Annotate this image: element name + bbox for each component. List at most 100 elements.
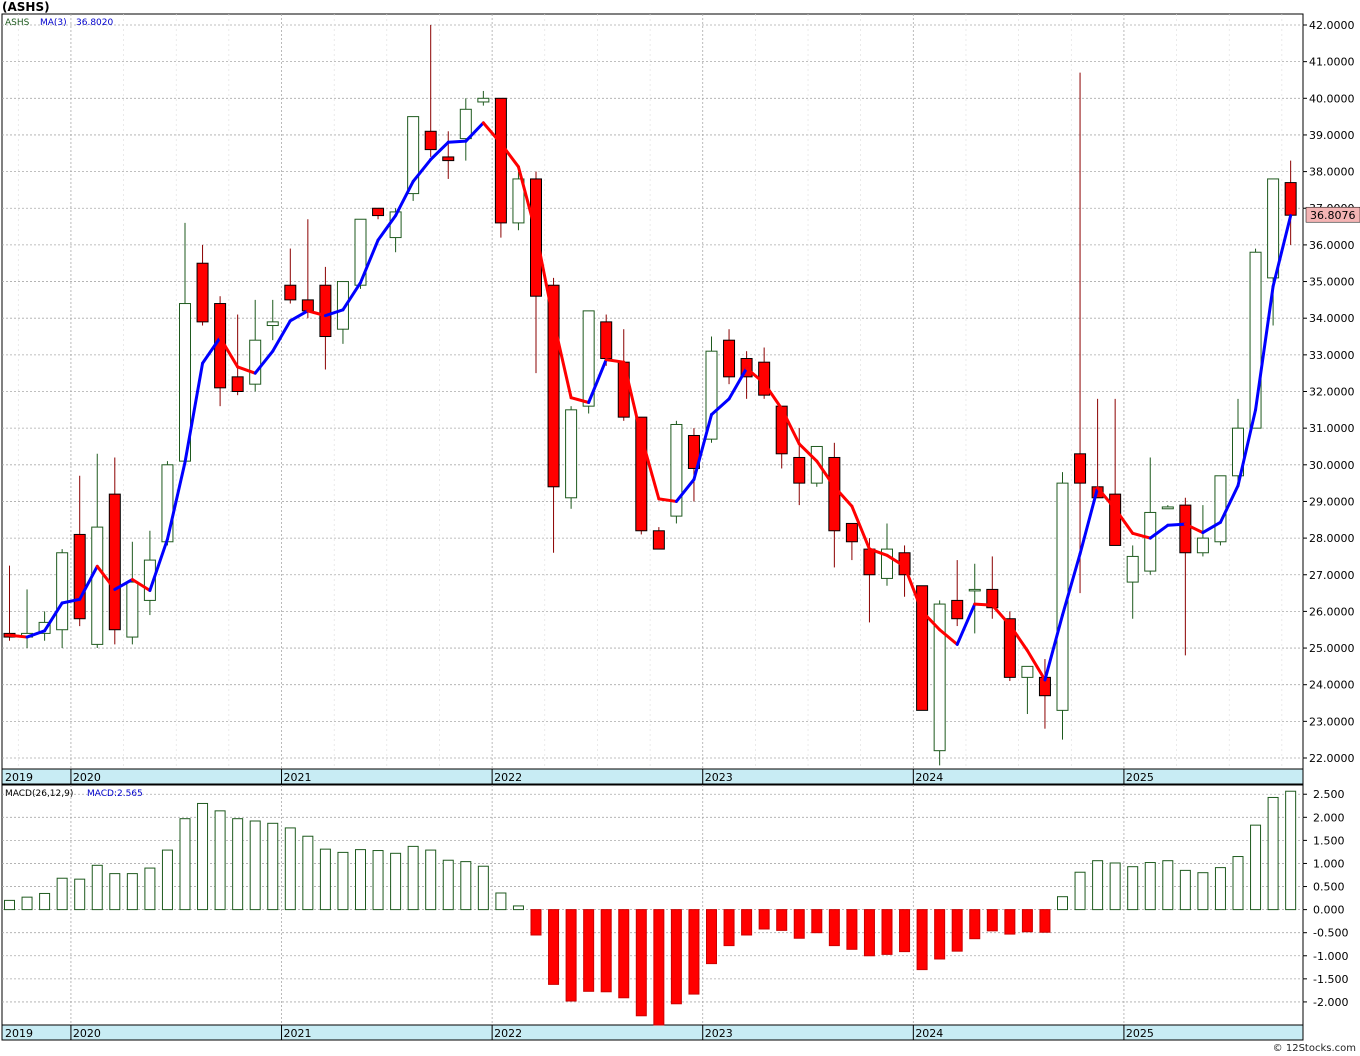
ma-segment bbox=[745, 366, 766, 385]
ma-segment bbox=[60, 597, 82, 605]
ma-segment bbox=[973, 602, 994, 607]
candle bbox=[1126, 545, 1139, 619]
macd-bar bbox=[477, 865, 489, 911]
price-tick-label: 32.0000 bbox=[1309, 386, 1355, 399]
candle bbox=[459, 98, 472, 161]
year-label: 2024 bbox=[915, 771, 943, 784]
macd-bar bbox=[337, 851, 349, 911]
ma-segment bbox=[1201, 520, 1222, 535]
year-label: 2021 bbox=[284, 1027, 312, 1040]
ma-segment bbox=[1166, 522, 1187, 527]
candle bbox=[372, 207, 385, 220]
macd-bar bbox=[723, 909, 735, 947]
macd-bar bbox=[1232, 856, 1244, 911]
year-label: 2019 bbox=[5, 771, 33, 784]
ma-segment bbox=[1008, 623, 1029, 653]
macd-bar bbox=[670, 909, 682, 1005]
ma-segment bbox=[1078, 486, 1100, 556]
price-tick-label: 22.0000 bbox=[1309, 752, 1355, 765]
candle bbox=[266, 299, 279, 341]
price-tick-label: 27.0000 bbox=[1309, 569, 1355, 582]
macd-bar bbox=[1267, 796, 1279, 911]
macd-bar bbox=[319, 848, 331, 911]
candle bbox=[687, 428, 700, 502]
ma-segment bbox=[1218, 484, 1240, 524]
ma-segment bbox=[481, 121, 503, 145]
ma-segment bbox=[148, 537, 169, 593]
macd-tick-label: 2.500 bbox=[1313, 788, 1345, 801]
ma-segment bbox=[762, 381, 784, 411]
candle-body bbox=[670, 423, 683, 517]
candle-body bbox=[56, 552, 69, 631]
year-label: 2021 bbox=[284, 771, 312, 784]
candle-body bbox=[652, 530, 665, 550]
macd-bar bbox=[653, 909, 665, 1026]
year-label: 2020 bbox=[73, 771, 101, 784]
candle bbox=[582, 310, 595, 414]
candle-body bbox=[916, 585, 929, 711]
candle-body bbox=[863, 548, 876, 576]
chart-title: (ASHS) bbox=[2, 0, 50, 14]
macd-bar bbox=[161, 849, 173, 911]
candle bbox=[1109, 398, 1122, 546]
price-tick-label: 26.0000 bbox=[1309, 605, 1355, 618]
ma-segment bbox=[130, 578, 152, 593]
macd-bar bbox=[776, 909, 788, 931]
price-tick-label: 41.0000 bbox=[1309, 56, 1355, 69]
macd-bar bbox=[1197, 872, 1209, 911]
macd-bar bbox=[1179, 869, 1191, 911]
macd-bar bbox=[21, 896, 33, 911]
macd-bar bbox=[4, 899, 15, 911]
macd-bar bbox=[618, 909, 630, 999]
macd-bar bbox=[530, 909, 542, 936]
macd-bar bbox=[1250, 824, 1262, 911]
macd-bar bbox=[512, 905, 524, 911]
candle bbox=[916, 585, 929, 711]
ma-segment bbox=[499, 141, 520, 169]
candle bbox=[407, 116, 420, 201]
candle-body bbox=[635, 416, 648, 532]
ma-segment bbox=[604, 358, 626, 364]
macd-tick-label: -1.500 bbox=[1313, 973, 1348, 986]
ma-value: 36.8020 bbox=[76, 18, 113, 28]
candle-body bbox=[1144, 511, 1157, 572]
price-tick-label: 29.0000 bbox=[1309, 495, 1355, 508]
price-tick-label: 38.0000 bbox=[1309, 166, 1355, 179]
candle bbox=[143, 530, 156, 616]
macd-bar bbox=[91, 864, 103, 911]
macd-bar bbox=[793, 909, 805, 939]
candle bbox=[108, 457, 121, 645]
candle bbox=[951, 560, 964, 627]
macd-bar bbox=[811, 909, 823, 934]
macd-bar bbox=[495, 892, 507, 911]
ma-segment bbox=[429, 140, 450, 162]
ma-segment bbox=[1096, 486, 1117, 511]
ma-segment bbox=[903, 564, 924, 613]
ma-segment bbox=[113, 578, 134, 591]
candle bbox=[284, 248, 297, 304]
candle-body bbox=[249, 339, 262, 385]
ticker-label: ASHS bbox=[5, 18, 30, 28]
candle-body bbox=[1126, 555, 1139, 583]
macd-bar bbox=[951, 909, 963, 952]
candle-body bbox=[810, 445, 823, 484]
candle bbox=[196, 244, 209, 326]
candle bbox=[968, 563, 981, 634]
macd-bar bbox=[267, 822, 279, 911]
candle-body bbox=[547, 284, 560, 488]
ma-segment bbox=[622, 360, 643, 439]
macd-label: MACD(26,12,9) bbox=[5, 789, 73, 799]
ma-segment bbox=[727, 366, 749, 401]
candle bbox=[442, 131, 455, 179]
ma-segment bbox=[1025, 649, 1047, 682]
ma-segment bbox=[850, 504, 871, 551]
ma-segment bbox=[394, 179, 415, 218]
price-x-axis-band bbox=[1, 768, 1304, 785]
macd-bar bbox=[460, 861, 472, 911]
macd-bar bbox=[1162, 860, 1174, 911]
macd-tick-label: 2.000 bbox=[1313, 811, 1345, 824]
macd-bar bbox=[39, 892, 51, 911]
ma-segment bbox=[552, 319, 573, 400]
candle-body bbox=[512, 178, 525, 224]
candle bbox=[336, 281, 349, 344]
